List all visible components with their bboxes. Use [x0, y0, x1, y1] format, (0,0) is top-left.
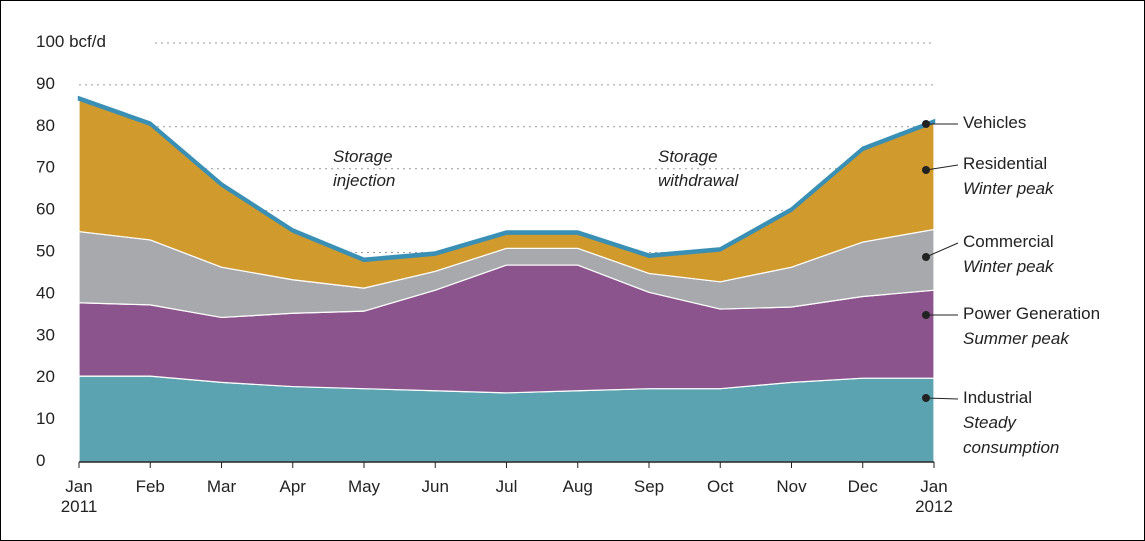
x-tick-label: May [348, 477, 381, 496]
y-tick-label: 0 [36, 451, 45, 470]
x-tick-label: Sep [634, 477, 664, 496]
y-tick-label: 10 [36, 410, 55, 429]
legend-label: Vehicles [963, 113, 1026, 132]
x-tick-label: Mar [207, 477, 237, 496]
x-tick-label: Jan 2011 [61, 477, 98, 516]
y-tick-label: 80 [36, 116, 55, 135]
legend-description: Summer peak [963, 329, 1070, 348]
legend-label: Residential [963, 154, 1047, 173]
legend-description: Steady consumption [963, 413, 1059, 457]
x-tick-label: Apr [280, 477, 307, 496]
y-tick-label: 90 [36, 74, 55, 93]
annotation: Storage withdrawal [658, 147, 740, 190]
y-tick-label: 30 [36, 326, 55, 345]
leader-line [925, 164, 959, 171]
y-tick-label: 70 [36, 158, 55, 177]
x-tick-label: Jul [496, 477, 518, 496]
y-tick-label: 60 [36, 200, 55, 219]
leader-line [925, 242, 959, 258]
legend-label: Commercial [963, 232, 1054, 251]
x-tick-label: Jan 2012 [915, 477, 953, 516]
legend-label: Industrial [963, 388, 1032, 407]
leader-line [925, 397, 959, 400]
x-tick-label: Aug [563, 477, 593, 496]
area [77, 95, 936, 263]
x-tick-label: Nov [776, 477, 807, 496]
y-tick-label: 100 bcf/d [36, 32, 106, 51]
x-tick-label: Feb [136, 477, 165, 496]
y-tick-label: 50 [36, 242, 55, 261]
x-tick-label: Jun [422, 477, 449, 496]
x-tick-label: Oct [707, 477, 734, 496]
legend-description: Winter peak [963, 179, 1055, 198]
legend-label: Power Generation [963, 304, 1100, 323]
y-tick-label: 40 [36, 284, 55, 303]
legend-description: Winter peak [963, 257, 1055, 276]
y-tick-label: 20 [36, 368, 55, 387]
annotation: Storage injection [333, 147, 395, 190]
x-tick-label: Dec [848, 477, 879, 496]
